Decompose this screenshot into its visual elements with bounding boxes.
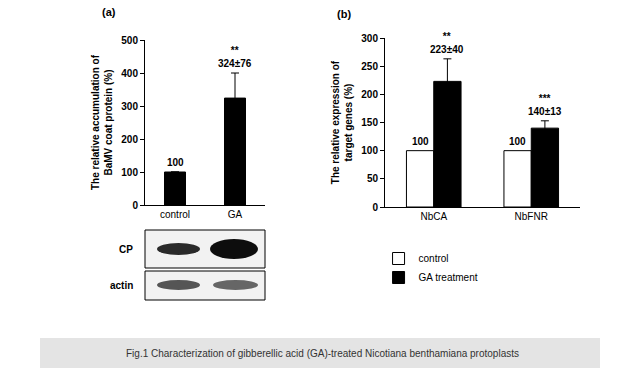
- svg-text:0: 0: [132, 200, 138, 211]
- svg-text:100: 100: [412, 136, 429, 147]
- svg-text:100: 100: [167, 157, 184, 168]
- svg-text:250: 250: [361, 61, 378, 72]
- svg-text:400: 400: [121, 68, 138, 79]
- svg-text:100: 100: [509, 136, 526, 147]
- svg-text:500: 500: [121, 35, 138, 46]
- svg-text:GA: GA: [228, 209, 243, 220]
- svg-text:100: 100: [361, 145, 378, 156]
- svg-text:GA treatment: GA treatment: [419, 272, 478, 283]
- svg-text:300: 300: [361, 33, 378, 44]
- svg-text:300: 300: [121, 101, 138, 112]
- svg-text:CP: CP: [119, 244, 133, 255]
- svg-text:(b): (b): [337, 8, 351, 20]
- svg-text:NbFNR: NbFNR: [515, 211, 548, 222]
- svg-text:control: control: [160, 209, 190, 220]
- svg-text:200: 200: [121, 134, 138, 145]
- svg-text:0: 0: [372, 202, 378, 213]
- svg-text:50: 50: [367, 173, 379, 184]
- svg-text:***140±13: ***140±13: [528, 93, 562, 117]
- svg-text:The relative accumulation ofBa: The relative accumulation ofBaMV coat pr…: [90, 54, 114, 190]
- svg-text:(a): (a): [102, 6, 116, 18]
- svg-text:The relative expression oftarg: The relative expression oftarget genes (…: [330, 60, 354, 184]
- svg-text:**223±40: **223±40: [430, 31, 464, 55]
- svg-text:100: 100: [121, 167, 138, 178]
- svg-text:control: control: [419, 253, 449, 264]
- svg-text:actin: actin: [110, 280, 133, 291]
- svg-text:**324±76: **324±76: [218, 45, 252, 69]
- svg-text:NbCA: NbCA: [420, 211, 447, 222]
- svg-text:Fig.1 Characterization of gibb: Fig.1 Characterization of gibberellic ac…: [126, 348, 519, 359]
- svg-text:200: 200: [361, 89, 378, 100]
- svg-text:150: 150: [361, 117, 378, 128]
